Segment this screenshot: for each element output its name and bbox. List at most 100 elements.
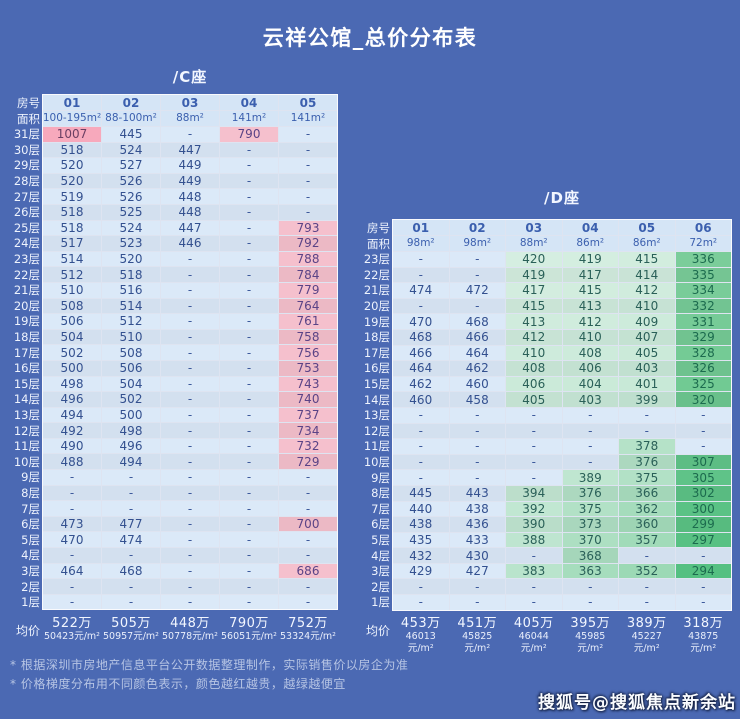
price-cell: - [506,423,562,439]
area-cell: 98m² [449,236,505,251]
price-cell: - [279,501,337,516]
avg-total-price: 318万 [683,616,724,631]
price-cell: - [220,438,278,454]
price-cell: 419 [562,252,618,267]
price-cell: - [506,548,562,563]
price-cell: 460 [393,392,449,407]
average-row-c: 522万 50423元/m² 505万 50957元/m² 448万 50778元/m² 7… [43,616,337,643]
floor-label: 19层 [363,314,390,329]
price-cell: 329 [675,329,731,345]
price-cell: - [279,204,337,220]
price-cell: 433 [449,532,505,548]
room-no-label: 房号 [367,220,390,235]
avg-unit-price: 53324元/m² [280,631,336,642]
price-cell: 753 [279,360,337,376]
price-cell: - [220,189,278,204]
price-cell: 373 [562,517,618,532]
price-cell: 474 [102,532,160,548]
price-cell: - [562,439,618,454]
area-label: 面积 [367,236,390,251]
price-cell: - [279,532,337,548]
price-grid-d: 01 02 03 04 05 06 98m² 98m² 88m² 86m² 86m² 72m² - -42… [392,219,732,611]
price-cell: - [449,595,505,610]
price-cell: - [393,439,449,454]
price-cell: 520 [43,158,101,173]
price-cell: 686 [279,563,337,579]
price-cell: 419 [506,267,562,283]
floor-label-column-d: 房号 面积 23层 22层 21层 20层 19层 18层 17层 16层 15层 14层 13层 12层… [356,220,390,611]
price-cell: - [161,376,219,392]
price-cell: - [220,329,278,345]
unit-header-cell: 05 [279,95,337,110]
price-cell: - [43,548,101,563]
price-cell: 445 [393,485,449,501]
price-cell: 761 [279,314,337,329]
floor-label: 6层 [371,517,390,532]
price-cell: - [393,470,449,485]
price-cell: 415 [619,252,675,267]
price-cell: 435 [393,532,449,548]
price-cell: 500 [102,407,160,423]
price-cell: 468 [102,563,160,579]
area-cell: 98m² [393,236,449,251]
floor-label: 3层 [371,564,390,579]
price-cell: - [279,470,337,485]
avg-total-price: 505万 [111,616,151,631]
floor-label: 17层 [363,345,390,360]
price-cell: 335 [675,267,731,283]
floor-label: 13层 [363,408,390,423]
price-cell: - [279,173,337,189]
price-cell: - [619,407,675,423]
price-cell: - [43,470,101,485]
price-cell: 458 [449,392,505,407]
price-cell: - [279,579,337,594]
unit-header-cell: 01 [393,220,449,235]
avg-unit-price: 45825元/m² [462,631,493,654]
avg-total-price: 752万 [288,616,328,631]
price-cell: 468 [449,314,505,329]
price-cell: - [220,548,278,563]
floor-label: 19层 [13,314,40,329]
price-cell: - [161,563,219,579]
price-cell: - [675,423,731,439]
price-cell: - [562,579,618,595]
avg-unit-price: 45227元/m² [631,631,662,654]
price-cell: - [619,579,675,595]
avg-unit-price: 50778元/m² [162,631,218,642]
avg-cell: 405万 46044元/m² [506,616,562,655]
price-cell: - [102,485,160,501]
price-cell: 496 [102,438,160,454]
price-cell: 756 [279,345,337,360]
price-cell: 410 [619,298,675,314]
price-cell: - [220,563,278,579]
unit-header-cell: 05 [619,220,675,235]
price-cell: - [102,579,160,594]
floor-label: 6层 [21,517,40,532]
price-cell: 510 [102,329,160,345]
floor-label: 13层 [13,407,40,422]
price-cell: - [619,595,675,610]
price-cell: - [449,470,505,485]
price-cell: - [675,407,731,423]
price-cell: 415 [506,298,562,314]
price-cell: 376 [562,485,618,501]
floor-label: 31层 [13,127,40,142]
price-cell: 389 [562,470,618,485]
price-cell: 520 [102,251,160,267]
price-cell: 494 [43,407,101,423]
area-cell: 88-100m² [102,111,160,126]
unit-header-cell: 04 [220,95,278,110]
watermark: 搜狐号@搜狐焦点新余站 [538,693,736,713]
price-cell: 392 [506,501,562,517]
floor-label: 15层 [363,377,390,392]
floor-label: 3层 [21,563,40,578]
price-cell: 417 [506,283,562,298]
avg-unit-price: 56051元/m² [221,631,277,642]
price-cell: - [449,298,505,314]
price-cell: 779 [279,282,337,298]
area-cell: 88m² [161,111,219,126]
avg-total-price: 451万 [457,616,498,631]
floor-label: 1层 [371,595,390,610]
price-cell: 390 [506,517,562,532]
avg-total-price: 395万 [570,616,611,631]
